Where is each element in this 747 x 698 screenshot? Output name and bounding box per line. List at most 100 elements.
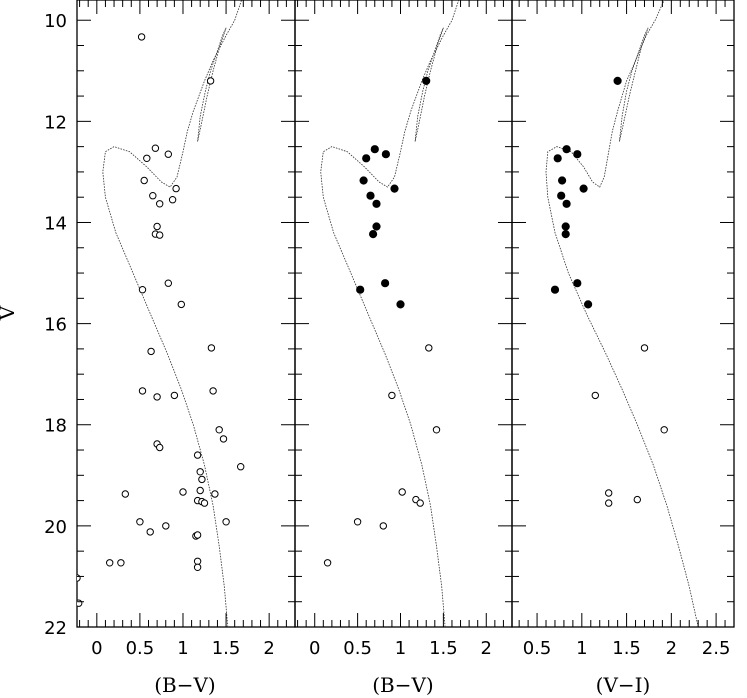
x-tick-label: 1 bbox=[576, 638, 587, 659]
field-star-point bbox=[164, 279, 173, 287]
field-star-point bbox=[156, 200, 164, 208]
panel-frame bbox=[76, 0, 296, 628]
field-star-point bbox=[106, 559, 114, 567]
field-star-point bbox=[633, 495, 641, 504]
field-star-point bbox=[219, 435, 228, 443]
field-star-point bbox=[143, 154, 151, 163]
field-star-point bbox=[323, 559, 332, 567]
field-star-point bbox=[193, 531, 202, 539]
plot-area bbox=[320, 0, 460, 627]
x-axis-label-left: (B−V) bbox=[154, 673, 216, 697]
x-tick-label: 2 bbox=[481, 638, 492, 659]
x-tick-label: 2 bbox=[666, 638, 677, 659]
x-tick-label: 1.5 bbox=[212, 638, 241, 659]
field-star-point bbox=[147, 347, 155, 356]
member-star-point bbox=[369, 230, 378, 239]
x-tick-label: 1 bbox=[177, 638, 188, 659]
field-star-point bbox=[77, 574, 81, 582]
giant-branch-line bbox=[619, 27, 649, 142]
field-star-point bbox=[605, 499, 613, 507]
member-star-point bbox=[356, 285, 365, 294]
field-star-point bbox=[162, 522, 170, 530]
x-tick-label: 0.5 bbox=[523, 638, 552, 659]
member-star-point bbox=[362, 154, 371, 163]
field-star-point bbox=[149, 192, 157, 200]
member-star-point bbox=[561, 230, 570, 239]
field-star-point bbox=[353, 518, 362, 526]
field-star-point bbox=[177, 300, 186, 309]
field-star-point bbox=[153, 393, 161, 401]
panel-left-bv: 0 0.5 1 1.5 2 10 12 14 16 18 20 22 bbox=[44, 0, 296, 659]
x-tick-label: 2.5 bbox=[702, 638, 731, 659]
field-star-point bbox=[196, 486, 204, 495]
field-star-point bbox=[206, 77, 215, 85]
field-star-point bbox=[196, 468, 204, 476]
panel-frame bbox=[511, 0, 735, 628]
y-tick-label: 22 bbox=[44, 618, 67, 639]
giant-branch-line bbox=[414, 27, 444, 142]
field-star-point bbox=[591, 391, 599, 400]
member-star-point bbox=[366, 191, 375, 200]
field-star-point bbox=[398, 488, 406, 496]
y-tick-label: 12 bbox=[44, 112, 67, 133]
field-star-point bbox=[200, 499, 209, 507]
member-star-point bbox=[422, 76, 431, 86]
member-star-point bbox=[372, 222, 381, 231]
field-star-point bbox=[209, 387, 217, 395]
field-star-point bbox=[211, 490, 219, 498]
field-star-point bbox=[379, 522, 387, 530]
panel-frame bbox=[294, 0, 513, 628]
isochrone-line bbox=[320, 0, 460, 627]
x-tick-label: 1.5 bbox=[612, 638, 641, 659]
member-star-point bbox=[562, 199, 571, 208]
isochrone-line bbox=[545, 0, 699, 627]
member-star-point bbox=[381, 279, 390, 288]
member-star-point bbox=[558, 176, 567, 185]
field-star-point bbox=[140, 176, 148, 185]
y-tick-label: 16 bbox=[44, 315, 67, 336]
member-star-point bbox=[370, 145, 379, 154]
field-star-point bbox=[172, 184, 180, 193]
field-star-point bbox=[660, 426, 668, 434]
x-tick-label: 0 bbox=[309, 638, 320, 659]
field-star-point bbox=[151, 144, 160, 152]
isochrone-line bbox=[102, 0, 242, 627]
field-star-point bbox=[117, 559, 125, 567]
member-star-point bbox=[550, 285, 560, 294]
field-star-point bbox=[432, 426, 441, 434]
plot-area bbox=[545, 0, 699, 627]
field-star-point bbox=[388, 391, 396, 400]
field-star-point bbox=[416, 499, 424, 507]
field-star-point bbox=[156, 443, 164, 452]
plot-area bbox=[77, 0, 245, 627]
field-star-point bbox=[136, 518, 144, 526]
x-axis-label-right: (V−I) bbox=[596, 673, 651, 697]
x-axis-label-middle: (B−V) bbox=[372, 673, 434, 697]
x-tick-label: 0 bbox=[91, 638, 102, 659]
field-star-point bbox=[640, 344, 649, 352]
x-tick-label: 0.5 bbox=[126, 638, 155, 659]
x-tick-label: 2 bbox=[263, 638, 274, 659]
member-star-point bbox=[573, 279, 582, 288]
field-star-point bbox=[193, 557, 202, 565]
field-star-point bbox=[425, 344, 433, 352]
field-star-point bbox=[215, 426, 223, 434]
member-star-point bbox=[359, 176, 368, 185]
member-star-point bbox=[584, 300, 593, 309]
member-star-point bbox=[573, 150, 582, 159]
panel-middle-bv: 0 0.5 1 1.5 2 bbox=[294, 0, 513, 659]
member-star-point bbox=[396, 300, 405, 309]
field-star-point bbox=[198, 475, 206, 484]
field-star-point bbox=[168, 196, 177, 204]
panel-right-vi: 0.5 1 1.5 2 2.5 bbox=[511, 0, 735, 659]
member-star-point bbox=[372, 199, 381, 208]
member-star-point bbox=[381, 150, 390, 159]
field-star-point bbox=[222, 518, 230, 526]
x-tick-label: 1.5 bbox=[429, 638, 458, 659]
member-star-point bbox=[561, 222, 570, 231]
field-star-point bbox=[193, 563, 202, 571]
x-tick-label: 1 bbox=[395, 638, 406, 659]
member-star-point bbox=[562, 145, 571, 154]
y-axis-label: V bbox=[0, 305, 19, 321]
